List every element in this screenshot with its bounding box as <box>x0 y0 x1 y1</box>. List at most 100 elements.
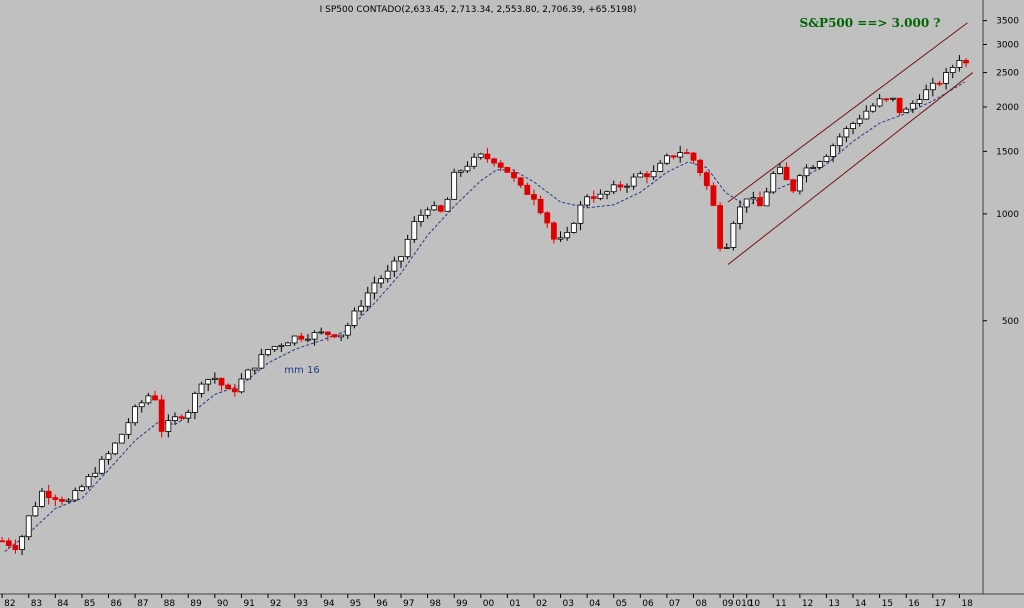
candle-body <box>743 198 750 208</box>
candle-body <box>597 193 604 199</box>
candle-body <box>810 166 817 169</box>
candle-body <box>371 282 378 294</box>
candle-body <box>125 422 132 435</box>
x-tick-label: 88 <box>164 599 176 608</box>
candle-body <box>511 171 517 179</box>
candle-body <box>65 499 72 502</box>
candle-body <box>152 395 158 401</box>
candle-body <box>491 158 497 164</box>
candle-body <box>92 472 99 477</box>
candle-body <box>624 185 630 188</box>
candle-body <box>943 72 950 84</box>
candle-body <box>564 231 571 239</box>
candle-body <box>411 221 418 240</box>
candle-body <box>683 152 690 154</box>
x-tick-label: 03 <box>563 599 574 608</box>
candle-body <box>404 238 411 258</box>
candle-body <box>949 67 956 73</box>
candle-body <box>265 349 271 356</box>
candle-body <box>25 515 32 538</box>
candle-body <box>271 346 278 350</box>
candle-body <box>158 399 165 432</box>
candle-body <box>285 342 291 346</box>
x-tick-label: 98 <box>430 599 442 608</box>
candle-body <box>205 379 212 385</box>
x-tick-label: 18 <box>961 599 973 608</box>
candle-body <box>637 173 644 178</box>
y-tick-label: 3500 <box>996 17 1019 27</box>
target-annotation: S&P500 ==> 3.000 ? <box>800 16 941 30</box>
candle-body <box>803 167 810 177</box>
candle-body <box>870 105 876 112</box>
candle-body <box>504 166 511 173</box>
candle-body <box>424 209 431 216</box>
candle-body <box>311 332 318 340</box>
candle-body <box>344 325 351 336</box>
candle-body <box>823 156 830 162</box>
candle-body <box>19 536 25 550</box>
candle-body <box>72 490 79 501</box>
x-tick-label: 86 <box>110 599 122 608</box>
candle-body <box>670 155 677 158</box>
candle-body <box>883 98 890 101</box>
candle-body <box>185 411 192 419</box>
candle-body <box>418 214 424 222</box>
candle-body <box>730 222 737 248</box>
candle-body <box>850 123 856 130</box>
candle-body <box>145 395 152 404</box>
candle-body <box>856 118 863 124</box>
candle-body <box>211 377 218 380</box>
candle-body <box>590 196 597 199</box>
candle-body <box>923 89 930 100</box>
candle-body <box>570 222 577 233</box>
candle-body <box>331 334 338 338</box>
candle-body <box>936 82 943 85</box>
candle-body <box>876 98 883 107</box>
x-tick-label: 89 <box>190 599 202 608</box>
candle-body <box>118 433 125 444</box>
candle-body <box>12 545 19 550</box>
candle-body <box>464 165 471 172</box>
candle-body <box>172 416 178 421</box>
x-tick-label: 04 <box>589 599 601 608</box>
candle-body <box>550 222 557 240</box>
candle-body <box>557 237 564 240</box>
candle-body <box>105 453 112 460</box>
candle-body <box>703 172 710 187</box>
candle-body <box>956 60 963 68</box>
candle-body <box>437 205 444 212</box>
candle-body <box>816 161 823 168</box>
candle-body <box>697 159 704 174</box>
candle-body <box>431 205 438 211</box>
x-tick-label: 85 <box>84 599 95 608</box>
chart-title: I SP500 CONTADO(2,633.45, 2,713.34, 2,55… <box>320 5 637 15</box>
x-tick-label: 91 <box>243 599 254 608</box>
x-tick-label: 84 <box>57 599 69 608</box>
x-tick-label: 12 <box>802 599 813 608</box>
x-tick-label: 96 <box>376 599 388 608</box>
candle-body <box>577 204 584 224</box>
candle-body <box>59 499 65 502</box>
x-tick-label: 02 <box>536 599 547 608</box>
candle-body <box>444 198 451 212</box>
candle-body <box>351 310 358 326</box>
candle-body <box>338 334 345 338</box>
x-tick-label: 11 <box>775 599 786 608</box>
candle-body <box>39 490 45 507</box>
candle-body <box>710 185 717 206</box>
x-tick-label: 06 <box>642 599 654 608</box>
candle-body <box>796 175 803 192</box>
candle-body <box>324 331 331 336</box>
candle-body <box>98 458 105 474</box>
x-tick-label: 08 <box>695 599 707 608</box>
x-tick-label: 17 <box>935 599 946 608</box>
candle-body <box>531 194 537 200</box>
candle-body <box>378 278 384 284</box>
x-tick-label: 010 <box>735 599 752 608</box>
x-tick-label: 99 <box>456 599 468 608</box>
candle-body <box>132 406 138 424</box>
x-tick-label: 87 <box>137 599 148 608</box>
x-tick-label: 97 <box>403 599 414 608</box>
candle-body <box>723 247 730 249</box>
candle-body <box>843 128 850 138</box>
